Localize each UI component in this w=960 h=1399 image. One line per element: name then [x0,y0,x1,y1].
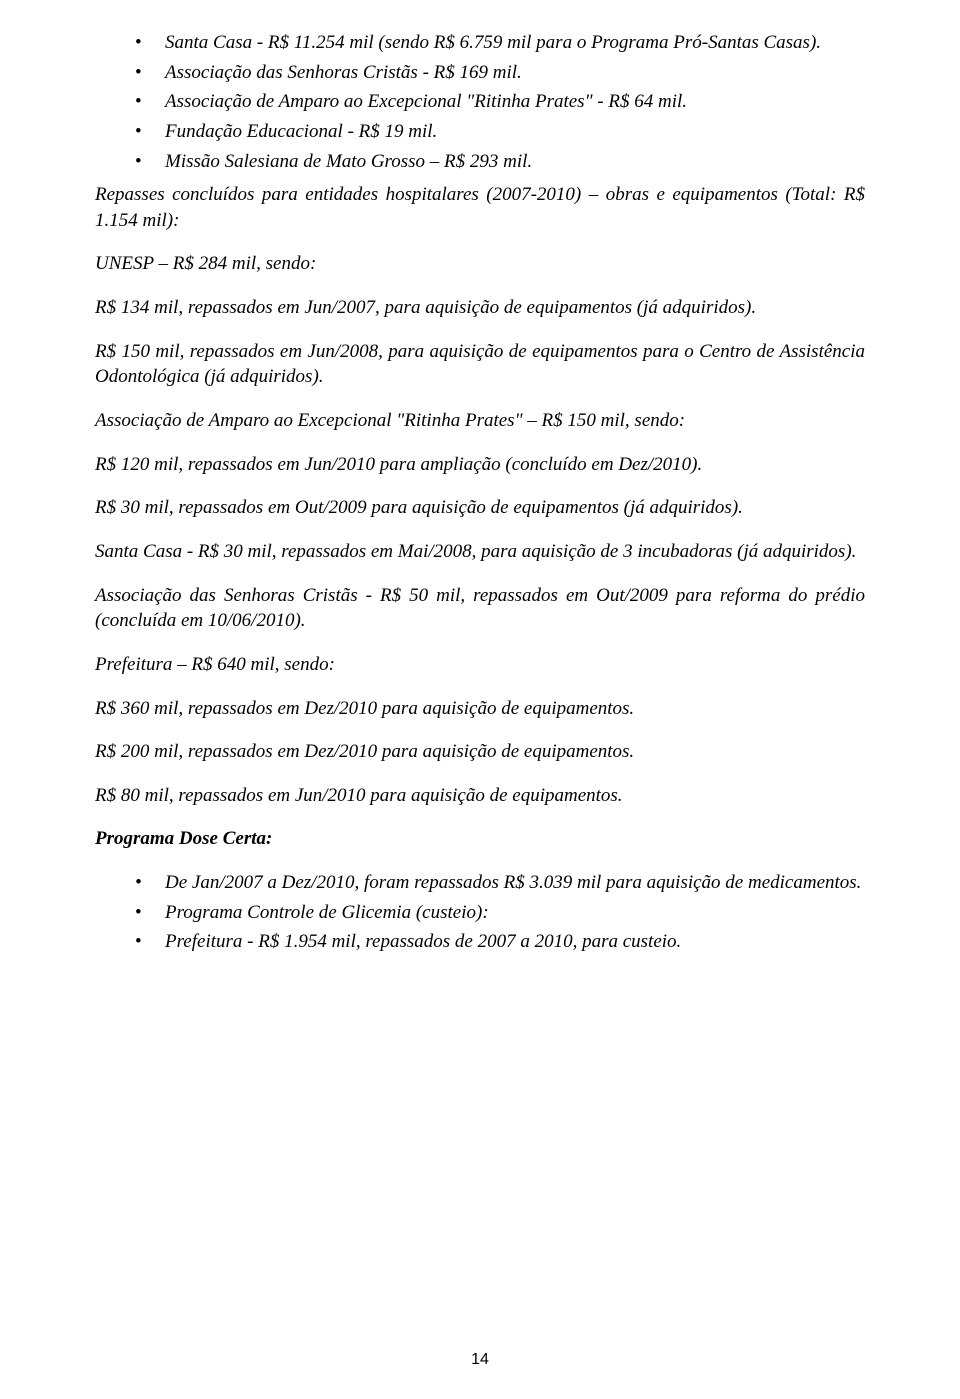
list-item: Missão Salesiana de Mato Grosso – R$ 293… [135,149,865,175]
paragraph-repasses-intro: Repasses concluídos para entidades hospi… [95,182,865,233]
list-item: Associação das Senhoras Cristãs - R$ 169… [135,60,865,86]
paragraph-senhoras: Associação das Senhoras Cristãs - R$ 50 … [95,583,865,634]
list-item: De Jan/2007 a Dez/2010, foram repassados… [135,870,865,896]
list-item-text: Associação das Senhoras Cristãs - R$ 169… [165,62,522,83]
paragraph-prefeitura-360: R$ 360 mil, repassados em Dez/2010 para … [95,696,865,722]
bullet-list-bottom: De Jan/2007 a Dez/2010, foram repassados… [135,870,865,955]
paragraph-santacasa: Santa Casa - R$ 30 mil, repassados em Ma… [95,539,865,565]
paragraph-unesp: UNESP – R$ 284 mil, sendo: [95,251,865,277]
page-number: 14 [0,1351,960,1369]
list-item-text: Programa Controle de Glicemia (custeio): [165,902,489,923]
list-item: Santa Casa - R$ 11.254 mil (sendo R$ 6.7… [135,30,865,56]
list-item-text: Missão Salesiana de Mato Grosso – R$ 293… [165,151,532,172]
paragraph-ritinha: Associação de Amparo ao Excepcional "Rit… [95,408,865,434]
paragraph-prefeitura-80: R$ 80 mil, repassados em Jun/2010 para a… [95,783,865,809]
list-item: Programa Controle de Glicemia (custeio): [135,900,865,926]
list-item: Associação de Amparo ao Excepcional "Rit… [135,89,865,115]
list-item: Prefeitura - R$ 1.954 mil, repassados de… [135,929,865,955]
paragraph-ritinha-120: R$ 120 mil, repassados em Jun/2010 para … [95,452,865,478]
bullet-list-top: Santa Casa - R$ 11.254 mil (sendo R$ 6.7… [135,30,865,174]
list-item-text: Associação de Amparo ao Excepcional "Rit… [165,91,687,112]
list-item-text: Santa Casa - R$ 11.254 mil (sendo R$ 6.7… [165,32,821,53]
paragraph-prefeitura: Prefeitura – R$ 640 mil, sendo: [95,652,865,678]
list-item-text: Prefeitura - R$ 1.954 mil, repassados de… [165,931,681,952]
paragraph-ritinha-30: R$ 30 mil, repassados em Out/2009 para a… [95,495,865,521]
paragraph-prefeitura-200: R$ 200 mil, repassados em Dez/2010 para … [95,739,865,765]
paragraph-dose-certa-heading: Programa Dose Certa: [95,826,865,852]
list-item: Fundação Educacional - R$ 19 mil. [135,119,865,145]
paragraph-unesp-150: R$ 150 mil, repassados em Jun/2008, para… [95,339,865,390]
list-item-text: Fundação Educacional - R$ 19 mil. [165,121,437,142]
paragraph-unesp-134: R$ 134 mil, repassados em Jun/2007, para… [95,295,865,321]
list-item-text: De Jan/2007 a Dez/2010, foram repassados… [165,872,861,893]
